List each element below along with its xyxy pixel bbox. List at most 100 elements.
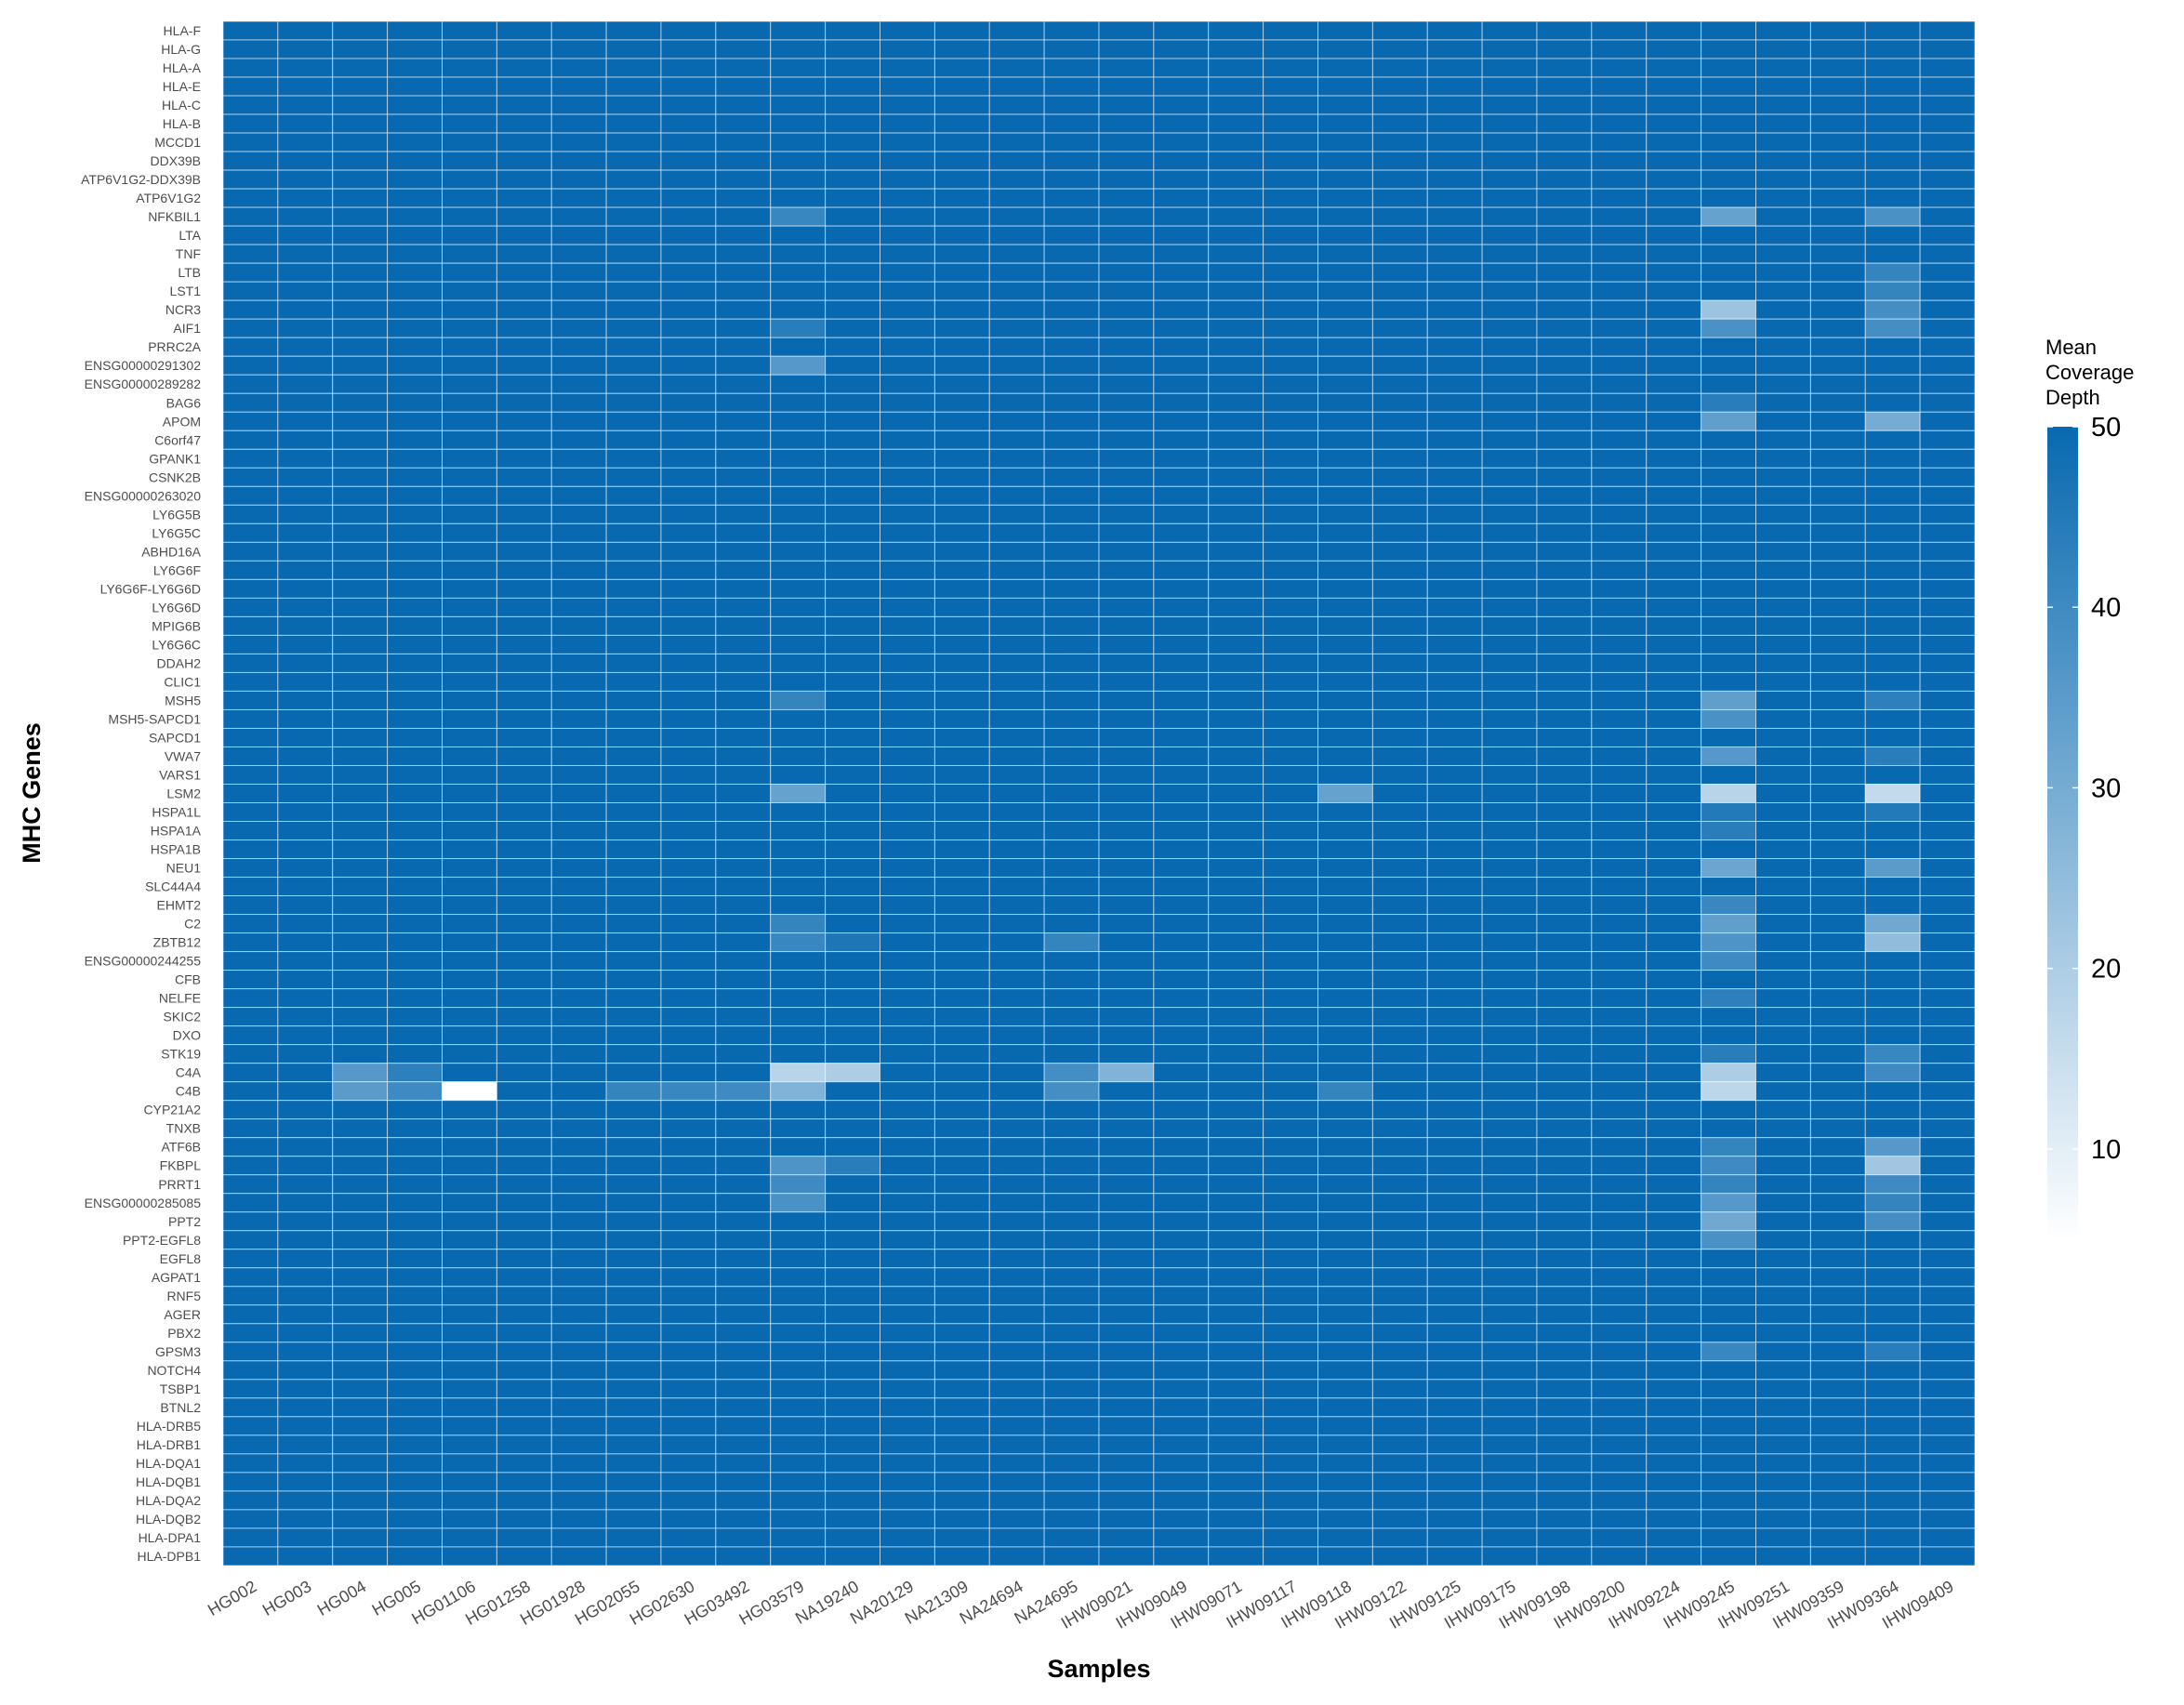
heatmap-cell-ly6g6d-na24694 bbox=[988, 597, 1045, 617]
heatmap-cell-csnk2b-hg01258 bbox=[496, 467, 552, 487]
heatmap-cell-ager-ihw09071 bbox=[1208, 1304, 1264, 1325]
heatmap-cell-tnxb-hg01106 bbox=[442, 1118, 497, 1139]
heatmap-cell-atp6v1g2-ihw09364 bbox=[1864, 188, 1921, 208]
heatmap-cell-rnf5-hg03579 bbox=[770, 1286, 827, 1306]
heatmap-cell-pbx2-hg004 bbox=[332, 1323, 389, 1343]
heatmap-cell-stk19-ihw09117 bbox=[1263, 1044, 1319, 1064]
heatmap-cell-hla-e-hg01106 bbox=[442, 76, 497, 97]
heatmap-cell-ensg00000289282-ihw09122 bbox=[1371, 374, 1428, 394]
heatmap-cell-aif1-hg01106 bbox=[442, 318, 497, 338]
heatmap-cell-atp6v1g2-ihw09118 bbox=[1317, 188, 1373, 208]
heatmap-cell-msh5-ihw09071 bbox=[1208, 690, 1264, 710]
heatmap-cell-sapcd1-ihw09071 bbox=[1208, 727, 1264, 747]
heatmap-cell-mccd1-hg003 bbox=[277, 132, 334, 152]
heatmap-cell-apom-na19240 bbox=[825, 411, 881, 431]
heatmap-cell-abhd16a-na19240 bbox=[825, 541, 881, 562]
heatmap-cell-skic2-ihw09245 bbox=[1701, 1007, 1757, 1027]
heatmap-cell-stk19-ihw09071 bbox=[1208, 1044, 1264, 1064]
heatmap-cell-mccd1-hg03579 bbox=[770, 132, 827, 152]
heatmap-cell-gpank1-ihw09125 bbox=[1426, 448, 1483, 469]
heatmap-cell-apom-ihw09409 bbox=[1919, 411, 1976, 431]
heatmap-cell-prrc2a-na19240 bbox=[825, 337, 881, 357]
heatmap-cell-hla-e-na21309 bbox=[933, 76, 990, 97]
heatmap-cell-prrt1-ihw09251 bbox=[1755, 1174, 1811, 1195]
heatmap-cell-prrt1-hg02630 bbox=[660, 1174, 717, 1195]
heatmap-cell-nfkbil1-hg01106 bbox=[442, 206, 497, 227]
heatmap-cell-abhd16a-na21309 bbox=[933, 541, 990, 562]
heatmap-cell-abhd16a-ihw09409 bbox=[1919, 541, 1976, 562]
heatmap-cell-sapcd1-ihw09049 bbox=[1153, 727, 1210, 747]
heatmap-cell-ensg00000291302-na24694 bbox=[988, 355, 1045, 376]
heatmap-cell-hspa1l-ihw09125 bbox=[1426, 802, 1483, 823]
heatmap-cell-zbtb12-ihw09364 bbox=[1864, 932, 1921, 953]
heatmap-cell-hla-dqa2-ihw09117 bbox=[1263, 1490, 1319, 1511]
heatmap-cell-prrt1-ihw09071 bbox=[1208, 1174, 1264, 1195]
heatmap-cell-gpsm3-ihw09122 bbox=[1371, 1342, 1428, 1362]
heatmap-cell-tsbp1-ihw09200 bbox=[1591, 1379, 1648, 1399]
heatmap-cell-ager-hg004 bbox=[332, 1304, 389, 1325]
heatmap-cell-hla-dqb2-hg004 bbox=[332, 1509, 389, 1529]
heatmap-cell-hla-c-ihw09251 bbox=[1755, 95, 1811, 115]
heatmap-cell-ensg00000291302-ihw09125 bbox=[1426, 355, 1483, 376]
heatmap-cell-clic1-ihw09117 bbox=[1263, 671, 1319, 692]
heatmap-cell-notch4-hg03579 bbox=[770, 1360, 827, 1381]
heatmap-cell-ddah2-na24694 bbox=[988, 653, 1045, 673]
heatmap-cell-hla-b-hg03579 bbox=[770, 113, 827, 134]
heatmap-cell-ly6g6d-na19240 bbox=[825, 597, 881, 617]
heatmap-cell-gpsm3-ihw09175 bbox=[1481, 1342, 1538, 1362]
heatmap-cell-msh5-sapcd1-na21309 bbox=[933, 708, 990, 729]
heatmap-cell-hla-drb5-hg004 bbox=[332, 1416, 389, 1436]
heatmap-cell-cfb-hg005 bbox=[387, 970, 443, 990]
heatmap-cell-ddx39b-ihw09071 bbox=[1208, 151, 1264, 171]
heatmap-cell-hla-b-ihw09359 bbox=[1809, 113, 1866, 134]
heatmap-cell-lsm2-ihw09125 bbox=[1426, 783, 1483, 803]
heatmap-cell-egfl8-ihw09251 bbox=[1755, 1249, 1811, 1269]
heatmap-cell-slc44a4-ihw09122 bbox=[1371, 877, 1428, 897]
heatmap-cell-hla-dqb1-ihw09198 bbox=[1536, 1472, 1593, 1492]
heatmap-cell-hla-dqa2-hg01106 bbox=[442, 1490, 497, 1511]
heatmap-cell-hla-dqb2-ihw09118 bbox=[1317, 1509, 1373, 1529]
heatmap-cell-notch4-na19240 bbox=[825, 1360, 881, 1381]
heatmap-cell-atp6v1g2-ddx39b-hg02630 bbox=[660, 169, 717, 190]
heatmap-cell-c6orf47-ihw09021 bbox=[1098, 430, 1155, 450]
heatmap-cell-lst1-ihw09117 bbox=[1263, 281, 1319, 301]
heatmap-cell-aif1-hg02055 bbox=[605, 318, 662, 338]
heatmap-cell-hla-b-ihw09071 bbox=[1208, 113, 1264, 134]
heatmap-cell-clic1-ihw09125 bbox=[1426, 671, 1483, 692]
heatmap-cell-hla-dqa2-hg005 bbox=[387, 1490, 443, 1511]
heatmap-cell-cyp21a2-ihw09224 bbox=[1646, 1100, 1702, 1120]
heatmap-cell-hspa1b-ihw09125 bbox=[1426, 839, 1483, 860]
heatmap-cell-hla-a-na24694 bbox=[988, 58, 1045, 78]
heatmap-cell-ddah2-ihw09021 bbox=[1098, 653, 1155, 673]
heatmap-cell-vwa7-hg03492 bbox=[715, 746, 772, 766]
heatmap-cell-c6orf47-hg01106 bbox=[442, 430, 497, 450]
heatmap-cell-stk19-na24694 bbox=[988, 1044, 1045, 1064]
heatmap-cell-ensg00000244255-ihw09245 bbox=[1701, 951, 1757, 971]
heatmap-cell-hspa1l-hg003 bbox=[277, 802, 334, 823]
heatmap-cell-dxo-na20129 bbox=[880, 1025, 935, 1046]
heatmap-cell-hla-dqa2-hg03492 bbox=[715, 1490, 772, 1511]
heatmap-cell-lst1-na20129 bbox=[880, 281, 935, 301]
heatmap-cell-gpank1-na20129 bbox=[880, 448, 935, 469]
heatmap-cell-ltb-na20129 bbox=[880, 262, 935, 283]
heatmap-cell-ddx39b-ihw09364 bbox=[1864, 151, 1921, 171]
heatmap-cell-hla-f-ihw09071 bbox=[1208, 20, 1264, 41]
heatmap-cell-ly6g6c-na20129 bbox=[880, 634, 935, 654]
heatmap-cell-ehmt2-ihw09049 bbox=[1153, 895, 1210, 916]
heatmap-cell-egfl8-hg004 bbox=[332, 1249, 389, 1269]
heatmap-cell-cyp21a2-ihw09021 bbox=[1098, 1100, 1155, 1120]
heatmap-cell-lta-ihw09359 bbox=[1809, 225, 1866, 245]
heatmap-cell-hla-b-ihw09198 bbox=[1536, 113, 1593, 134]
heatmap-cell-ppt2-ihw09364 bbox=[1864, 1211, 1921, 1232]
heatmap-cell-ppt2-hg02630 bbox=[660, 1211, 717, 1232]
heatmap-cell-lst1-hg03492 bbox=[715, 281, 772, 301]
heatmap-cell-ly6g5c-hg01258 bbox=[496, 522, 552, 543]
heatmap-cell-hla-c-hg005 bbox=[387, 95, 443, 115]
heatmap-cell-ensg00000289282-ihw09117 bbox=[1263, 374, 1319, 394]
heatmap-cell-csnk2b-ihw09122 bbox=[1371, 467, 1428, 487]
heatmap-cell-ehmt2-ihw09198 bbox=[1536, 895, 1593, 916]
heatmap-cell-hla-dpb1-ihw09118 bbox=[1317, 1546, 1373, 1566]
heatmap-cell-dxo-hg002 bbox=[222, 1025, 279, 1046]
heatmap-cell-nfkbil1-na24695 bbox=[1043, 206, 1100, 227]
heatmap-cell-bag6-ihw09200 bbox=[1591, 392, 1648, 413]
